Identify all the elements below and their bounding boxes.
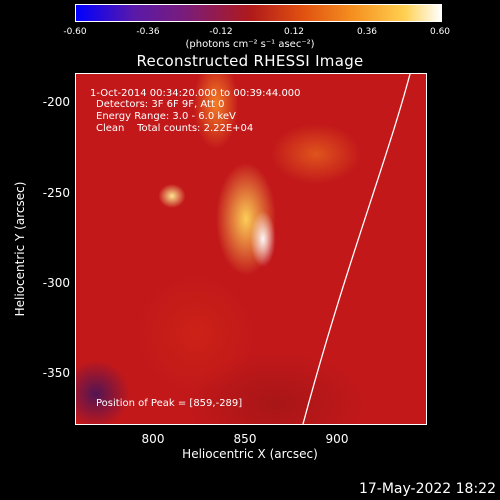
colorbar-tick: 0.36 bbox=[356, 27, 378, 37]
rhessi-image: 1-Oct-2014 00:34:20.000 to 00:39:44.000 … bbox=[75, 73, 427, 425]
peak-position: Position of Peak = [859,-289] bbox=[96, 398, 243, 409]
image-title: Reconstructed RHESSI Image bbox=[136, 52, 364, 70]
limb-curve bbox=[302, 74, 411, 424]
colorbar-units: (photons cm⁻² s⁻¹ asec⁻²) bbox=[185, 39, 315, 50]
x-tick: 800 bbox=[141, 432, 165, 446]
colorbar-tick: -0.12 bbox=[209, 27, 233, 37]
colorbar bbox=[75, 4, 442, 22]
info-energy-range: Energy Range: 3.0 - 6.0 keV bbox=[96, 111, 236, 122]
info-detectors: Detectors: 3F 6F 9F, Att 0 bbox=[96, 99, 225, 110]
x-axis-label: Heliocentric X (arcsec) bbox=[182, 447, 318, 461]
colorbar-tick: -0.60 bbox=[63, 27, 87, 37]
timestamp: 17-May-2022 18:22 bbox=[358, 481, 496, 497]
info-clean-counts: Clean Total counts: 2.22E+04 bbox=[96, 123, 254, 134]
y-tick: -200 bbox=[42, 95, 70, 109]
x-tick: 900 bbox=[325, 432, 349, 446]
y-tick: -300 bbox=[42, 276, 70, 290]
x-tick: 850 bbox=[233, 432, 257, 446]
colorbar-tick: 0.60 bbox=[429, 27, 451, 37]
y-tick: -350 bbox=[42, 366, 70, 380]
colorbar-tick: 0.12 bbox=[283, 27, 305, 37]
y-axis-label: Heliocentric Y (arcsec) bbox=[13, 181, 27, 317]
y-tick: -250 bbox=[42, 186, 70, 200]
colorbar-tick: -0.36 bbox=[136, 27, 160, 37]
info-time-range: 1-Oct-2014 00:34:20.000 to 00:39:44.000 bbox=[90, 88, 301, 99]
